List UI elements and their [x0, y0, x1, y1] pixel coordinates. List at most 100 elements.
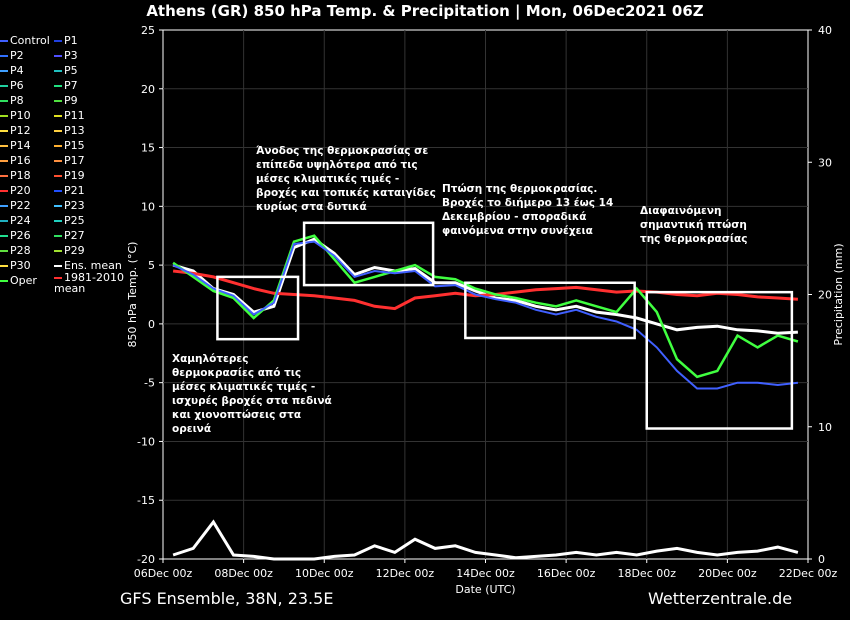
legend-label: 1981-2010 mean	[54, 271, 124, 295]
legend-label: P1	[64, 34, 78, 47]
legend-swatch	[0, 85, 8, 87]
annotation-box-3	[464, 281, 636, 340]
legend-item-ens-mean: Ens. mean	[54, 259, 122, 272]
legend-swatch	[0, 130, 8, 132]
legend-item-p2: P2	[0, 49, 24, 62]
legend-label: P21	[64, 184, 85, 197]
legend-swatch	[0, 40, 8, 42]
annotation-temperature-drop: Πτώση της θερμοκρασίας. Βροχές το διήμερ…	[442, 183, 614, 237]
legend-swatch	[54, 70, 62, 72]
legend-label: P13	[64, 124, 85, 137]
legend-swatch	[54, 205, 62, 207]
legend-label: P5	[64, 64, 78, 77]
legend-swatch	[54, 100, 62, 102]
y-tick-label: 25	[141, 24, 155, 37]
legend-label: P8	[10, 94, 24, 107]
annotation-box-1	[216, 275, 300, 341]
legend-swatch	[0, 145, 8, 147]
legend-item-p10: P10	[0, 109, 31, 122]
y-right-tick-label: 10	[818, 421, 832, 434]
legend-swatch	[0, 100, 8, 102]
legend-item-p3: P3	[54, 49, 78, 62]
legend-item-p5: P5	[54, 64, 78, 77]
legend-label: P17	[64, 154, 85, 167]
y-tick-label: -20	[137, 553, 155, 566]
y-axis-label: 850 hPa Temp. (°C)	[126, 242, 139, 348]
legend-swatch	[0, 190, 8, 192]
legend-swatch	[0, 205, 8, 207]
legend-item-p16: P16	[0, 154, 31, 167]
legend-item-p6: P6	[0, 79, 24, 92]
x-tick-label: 22Dec 00z	[779, 567, 838, 580]
legend-item-p24: P24	[0, 214, 31, 227]
legend-swatch	[54, 55, 62, 57]
footer-model-info: GFS Ensemble, 38N, 23.5E	[120, 589, 334, 608]
legend-item-p19: P19	[54, 169, 85, 182]
legend-swatch	[0, 115, 8, 117]
legend-label: P12	[10, 124, 31, 137]
legend-item-control: Control	[0, 34, 50, 47]
legend-item-p7: P7	[54, 79, 78, 92]
legend-swatch	[54, 85, 62, 87]
y-tick-label: 20	[141, 83, 155, 96]
legend-label: P22	[10, 199, 31, 212]
legend-item-p25: P25	[54, 214, 85, 227]
legend-swatch	[0, 250, 8, 252]
legend-item-oper: Oper	[0, 274, 37, 287]
x-tick-label: 18Dec 00z	[617, 567, 676, 580]
y-right-tick-label: 40	[818, 24, 832, 37]
legend-label: P2	[10, 49, 24, 62]
legend-label: Ens. mean	[64, 259, 122, 272]
y-tick-label: 0	[148, 318, 155, 331]
legend-label: Control	[10, 34, 50, 47]
legend-item-p13: P13	[54, 124, 85, 137]
legend-item-p12: P12	[0, 124, 31, 137]
y-tick-label: -10	[137, 435, 155, 448]
legend-swatch	[0, 220, 8, 222]
legend-swatch	[54, 145, 62, 147]
legend-swatch	[54, 115, 62, 117]
legend-item-p17: P17	[54, 154, 85, 167]
legend-label: P27	[64, 229, 85, 242]
legend-label: P10	[10, 109, 31, 122]
legend-label: P24	[10, 214, 31, 227]
legend-item-p15: P15	[54, 139, 85, 152]
legend-swatch	[54, 265, 62, 267]
legend-label: P30	[10, 259, 31, 272]
legend-swatch	[0, 265, 8, 267]
legend-item-p9: P9	[54, 94, 78, 107]
legend-swatch	[54, 175, 62, 177]
legend-label: P9	[64, 94, 78, 107]
legend-item-p28: P28	[0, 244, 31, 257]
legend-item-p4: P4	[0, 64, 24, 77]
legend-item-p23: P23	[54, 199, 85, 212]
legend-swatch	[0, 55, 8, 57]
legend-item-p14: P14	[0, 139, 31, 152]
legend-label: P15	[64, 139, 85, 152]
x-tick-label: 16Dec 00z	[537, 567, 596, 580]
legend-label: Oper	[10, 274, 37, 287]
legend-item-p27: P27	[54, 229, 85, 242]
legend-label: P6	[10, 79, 24, 92]
legend-swatch	[54, 250, 62, 252]
legend-swatch	[0, 70, 8, 72]
legend-swatch	[54, 40, 62, 42]
legend-item-p11: P11	[54, 109, 85, 122]
legend-swatch	[54, 190, 62, 192]
y-right-tick-label: 20	[818, 289, 832, 302]
legend-swatch	[0, 160, 8, 162]
annotation-box-2	[302, 221, 435, 287]
annotation-warm-period: Άνοδος της θερμοκρασίας σε επίπεδα υψηλό…	[256, 145, 436, 213]
y-tick-label: 15	[141, 142, 155, 155]
y-tick-label: 10	[141, 200, 155, 213]
y-tick-label: -15	[137, 494, 155, 507]
x-tick-label: 12Dec 00z	[376, 567, 435, 580]
legend-item-p18: P18	[0, 169, 31, 182]
legend-label: P28	[10, 244, 31, 257]
legend-label: P23	[64, 199, 85, 212]
y-right-tick-label: 0	[818, 553, 825, 566]
legend: Control P1 P2 P3 P4 P5 P6 P7 P8 P9 P10 P11 P12 P13 P14…	[0, 34, 128, 314]
legend-item-p20: P20	[0, 184, 31, 197]
legend-label: P19	[64, 169, 85, 182]
